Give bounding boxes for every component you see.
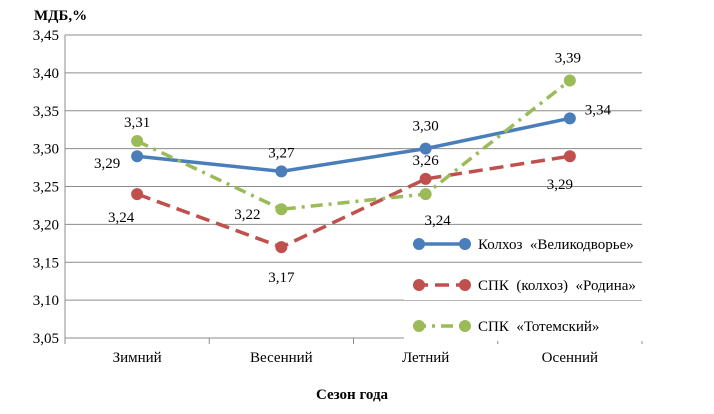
data-label: 3,24 (425, 213, 452, 229)
x-tick-label: Летний (402, 350, 449, 366)
legend-label: СПК «Тотемский» (478, 319, 599, 335)
data-point (275, 241, 288, 254)
x-tick-label: Весенний (250, 350, 313, 366)
data-label: 3,22 (234, 207, 260, 223)
data-point (419, 172, 432, 185)
legend-marker (413, 238, 425, 250)
data-point (275, 203, 288, 216)
data-point (131, 188, 144, 201)
data-label: 3,34 (585, 102, 612, 118)
y-axis-title: МДБ,% (34, 8, 87, 24)
legend-label: Колхоз «Великодворье» (478, 237, 634, 253)
data-label: 3,26 (413, 153, 440, 169)
y-tick-label: 3,40 (33, 66, 59, 82)
data-labels: 3,29 3,27 3,30 3,34 3,24 3,17 3,26 3,29 3,31 3,22… (94, 50, 612, 286)
data-label: 3,39 (555, 50, 581, 66)
data-point (563, 74, 576, 87)
x-tick-label: Зимний (113, 350, 162, 366)
data-point (131, 150, 144, 163)
x-axis-title: Сезон года (316, 387, 389, 403)
data-label: 3,24 (108, 210, 135, 226)
y-tick-label: 3,20 (33, 217, 59, 233)
series-line-3 (136, 79, 571, 211)
data-label: 3,17 (268, 270, 295, 286)
y-tick-label: 3,35 (33, 104, 59, 120)
y-tick-label: 3,30 (33, 142, 59, 158)
data-point (563, 150, 576, 163)
legend-bg (404, 270, 690, 300)
x-axis-ticks: Зимний Весенний Летний Осенний (64, 338, 643, 366)
data-label: 3,30 (413, 119, 439, 135)
series-line-2 (136, 154, 571, 249)
data-point (419, 188, 432, 201)
data-label: 3,31 (124, 115, 150, 131)
y-tick-label: 3,25 (33, 180, 59, 196)
y-tick-label: 3,15 (33, 255, 59, 271)
data-point (419, 142, 432, 155)
legend-marker (459, 320, 471, 332)
data-point (563, 112, 576, 125)
series-group (131, 74, 576, 254)
data-point (131, 135, 144, 148)
legend-marker (459, 238, 471, 250)
legend: Колхоз «Великодворье» СПК (колхоз) «Родин… (404, 229, 690, 341)
legend-label: СПК (колхоз) «Родина» (478, 278, 636, 294)
x-tick-label: Осенний (542, 350, 598, 366)
data-point (275, 165, 288, 178)
data-label: 3,27 (268, 145, 295, 161)
y-tick-label: 3,45 (33, 28, 59, 44)
data-label: 3,29 (547, 177, 573, 193)
gridlines (64, 34, 642, 339)
series-line-1 (136, 116, 571, 174)
y-tick-label: 3,10 (33, 293, 59, 309)
legend-marker (459, 279, 471, 291)
y-axis-ticks: 3,05 3,10 3,15 3,20 3,25 3,30 3,35 3,40 3,45 (33, 28, 59, 347)
legend-marker (413, 279, 425, 291)
y-tick-label: 3,05 (33, 331, 59, 347)
data-label: 3,29 (94, 156, 120, 172)
legend-marker (413, 320, 425, 332)
